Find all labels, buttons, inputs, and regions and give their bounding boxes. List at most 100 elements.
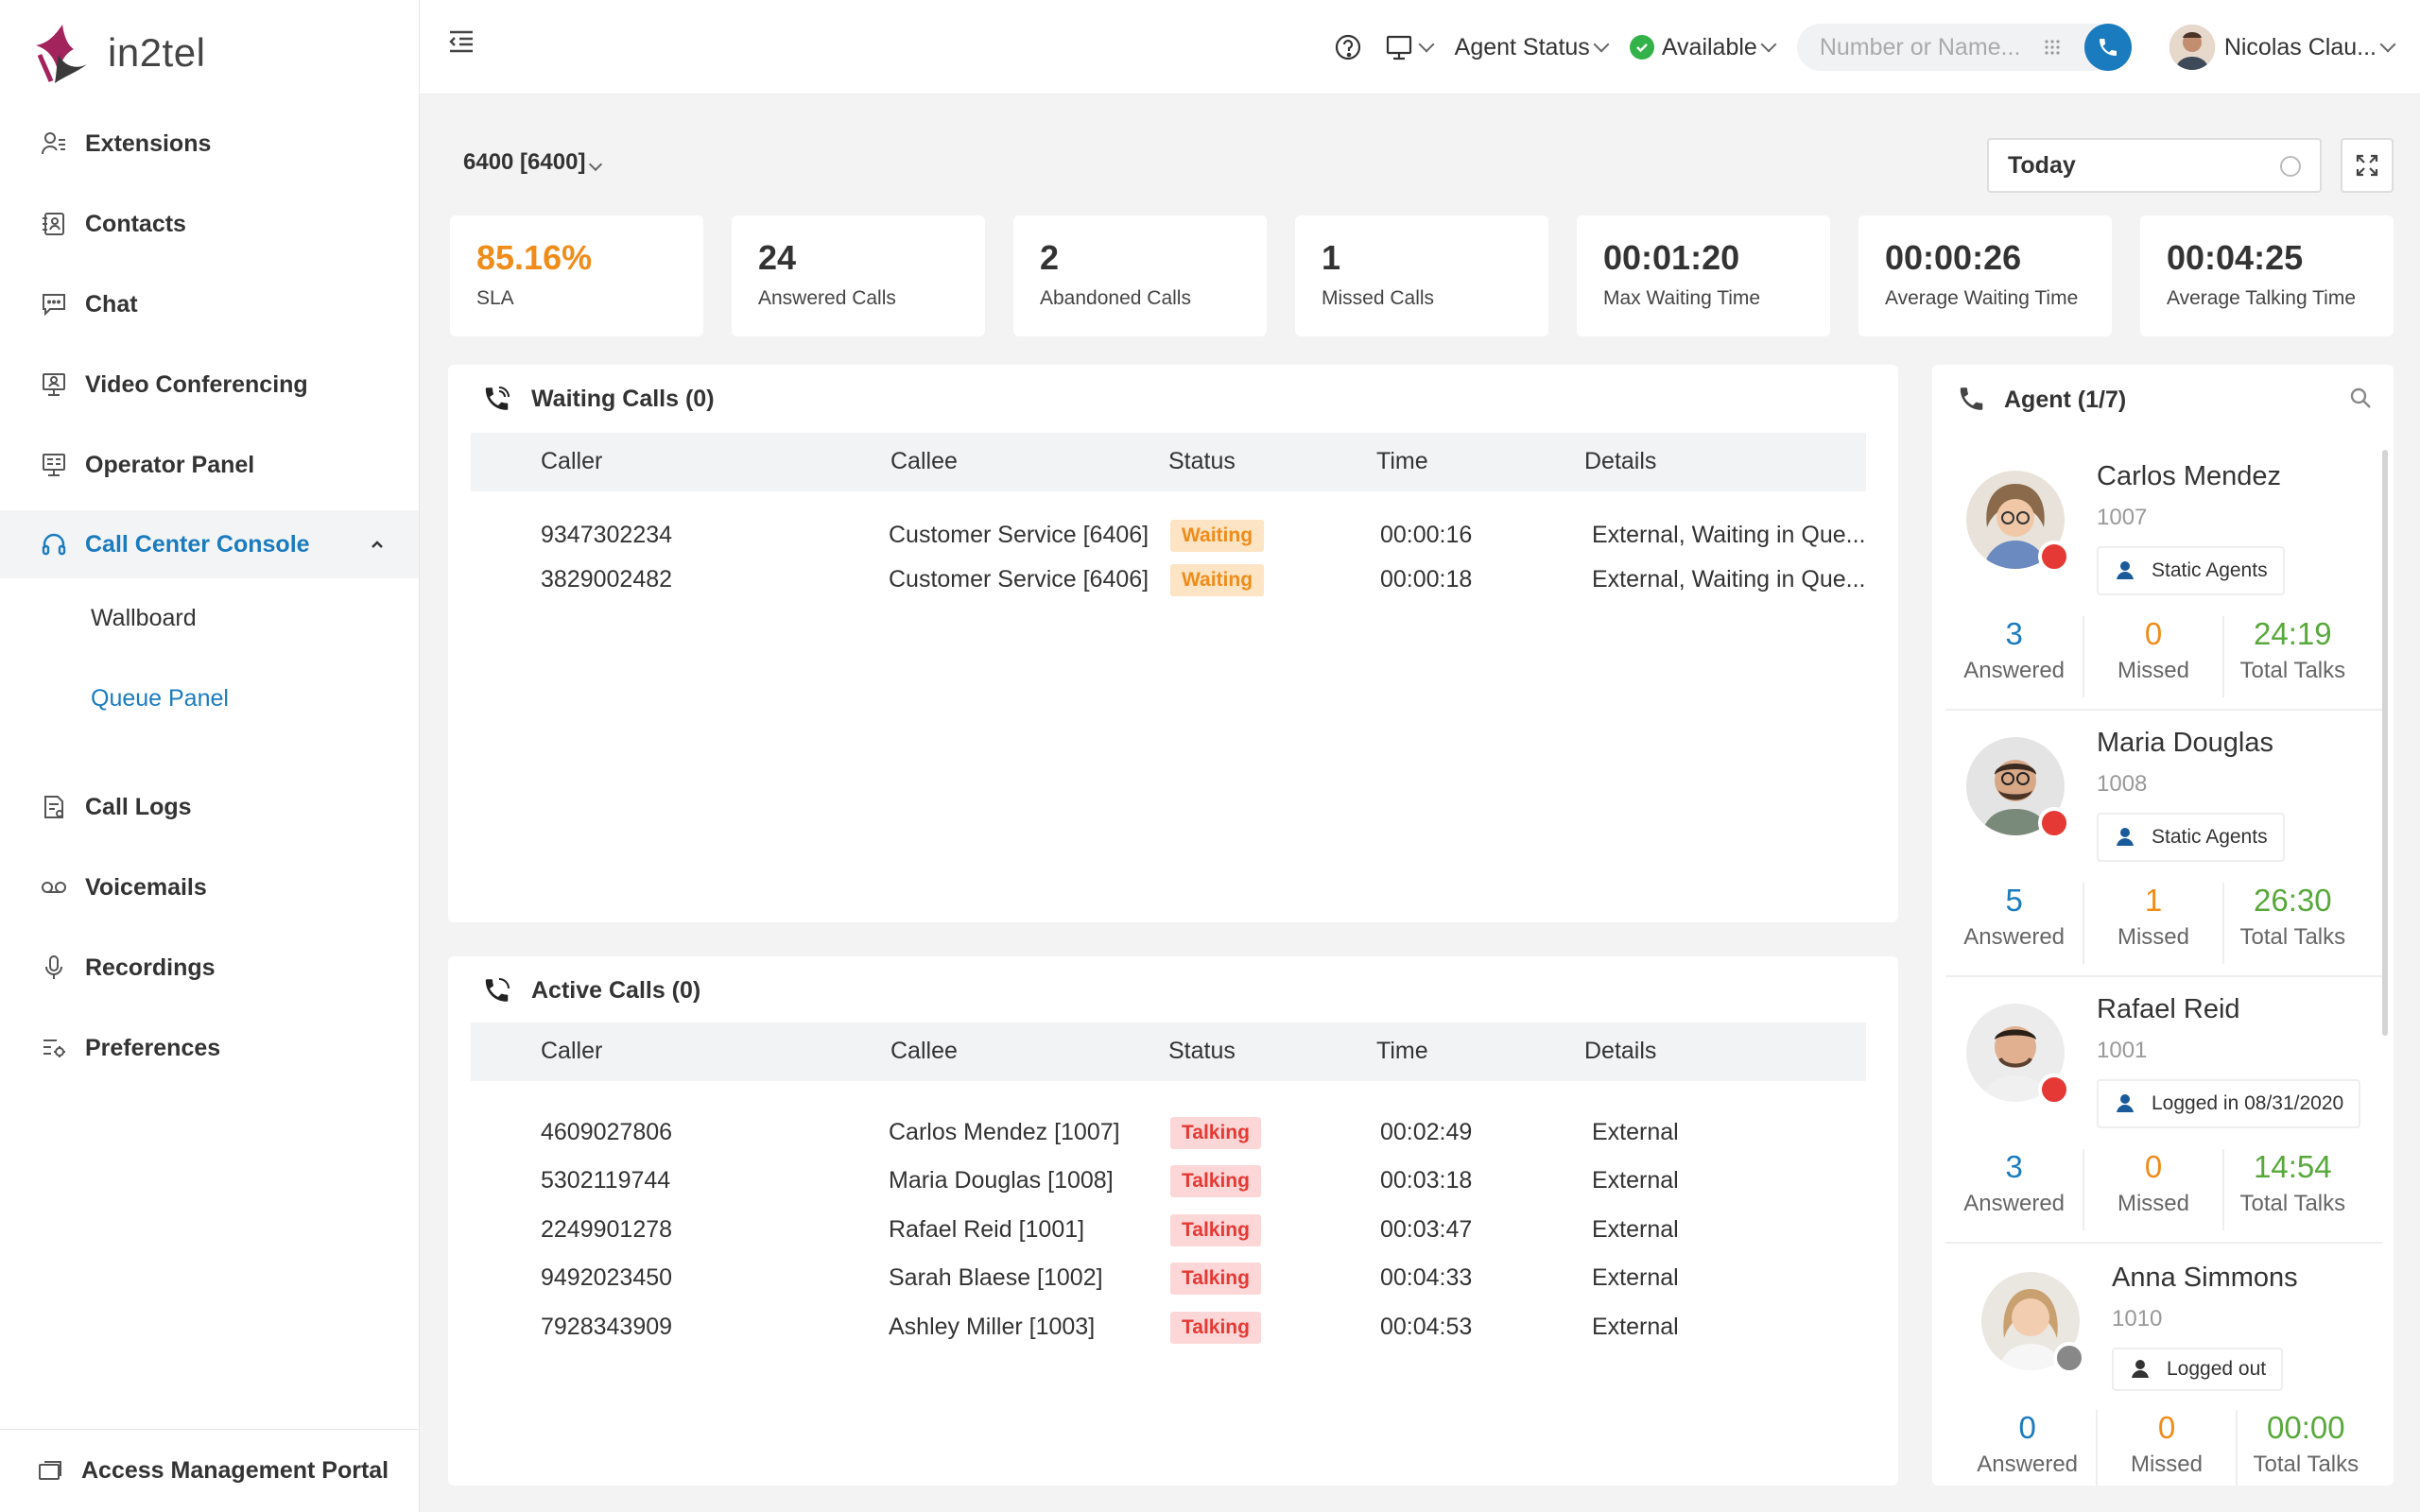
agent-tag: Logged out	[2112, 1348, 2284, 1391]
column-header-callee[interactable]: Callee	[890, 1038, 958, 1064]
user-avatar[interactable]	[2169, 25, 2215, 70]
access-management-portal-link[interactable]: Access Management Portal	[0, 1429, 419, 1512]
agent-card[interactable]: Rafael Reid 1001 Logged in 08/31/2020 3 A…	[1945, 977, 2382, 1244]
missed-label: Missed	[2117, 1191, 2189, 1216]
top-bar: Agent Status Available Nicolas Clau...	[420, 0, 2420, 94]
sidebar-item-chat[interactable]: Chat	[0, 270, 419, 338]
sidebar-subitem-wallboard[interactable]: Wallboard	[91, 605, 197, 631]
menu-collapse-icon[interactable]	[446, 26, 478, 59]
total-talks-label: Total Talks	[2253, 1452, 2360, 1477]
sidebar-item-recordings[interactable]: Recordings	[0, 934, 419, 1002]
column-header-caller[interactable]: Caller	[541, 1038, 603, 1064]
details-cell: External	[1592, 1216, 1679, 1243]
sidebar-item-call-logs[interactable]: Call Logs	[0, 773, 419, 841]
user-name[interactable]: Nicolas Clau...	[2223, 33, 2377, 60]
missed-label: Missed	[2130, 1452, 2203, 1477]
chat-icon	[40, 290, 68, 318]
callee-cell: Customer Service [6406]	[889, 522, 1150, 548]
sidebar-item-operator-panel[interactable]: Operator Panel	[0, 431, 419, 499]
help-icon[interactable]	[1332, 31, 1364, 63]
agent-busy-status-icon	[2038, 1074, 2070, 1106]
phone-active-icon	[482, 975, 512, 1005]
column-header-details[interactable]: Details	[1584, 1038, 1657, 1064]
chevron-down-icon[interactable]	[1418, 36, 1435, 53]
table-row[interactable]: 9347302234 Customer Service [6406] Waiti…	[448, 520, 1898, 559]
table-row[interactable]: 7928343909 Ashley Miller [1003] Talking …	[448, 1312, 1898, 1351]
stat-card-max-waiting: 00:01:20 Max Waiting Time	[1577, 215, 1830, 336]
table-row[interactable]: 3829002482 Customer Service [6406] Waiti…	[448, 564, 1898, 604]
callee-cell: Carlos Mendez [1007]	[889, 1119, 1120, 1145]
agent-tag: Static Agents	[2097, 813, 2285, 862]
agent-card[interactable]: Carlos Mendez 1007 Static Agents 3 Answer…	[1945, 444, 2382, 711]
chevron-down-icon[interactable]	[1593, 36, 1610, 53]
sidebar-item-label: Operator Panel	[85, 451, 255, 478]
missed-count: 1	[2144, 883, 2163, 918]
missed-count: 0	[2157, 1410, 2176, 1445]
sidebar-item-label: Chat	[85, 290, 138, 318]
column-header-status[interactable]: Status	[1168, 1038, 1236, 1064]
sidebar-item-contacts[interactable]: Contacts	[0, 190, 419, 258]
column-header-callee[interactable]: Callee	[890, 448, 958, 474]
dialpad-icon[interactable]	[2043, 38, 2062, 57]
answered-label: Answered	[1977, 1452, 2079, 1477]
caller-cell: 4609027806	[541, 1119, 673, 1145]
sidebar-item-preferences[interactable]: Preferences	[0, 1014, 419, 1082]
column-header-caller[interactable]: Caller	[541, 448, 603, 474]
chevron-up-icon[interactable]	[368, 533, 387, 560]
column-header-time[interactable]: Time	[1376, 448, 1428, 474]
call-button[interactable]	[2083, 24, 2132, 71]
table-row[interactable]: 5302119744 Maria Douglas [1008] Talking …	[448, 1165, 1898, 1205]
column-header-status[interactable]: Status	[1168, 448, 1236, 474]
stat-value: 1	[1322, 238, 1341, 277]
waiting-calls-title-label: Waiting Calls (0)	[531, 385, 715, 412]
answered-label: Answered	[1963, 658, 2066, 683]
total-talks-label: Total Talks	[2239, 1191, 2346, 1216]
details-cell: External	[1592, 1264, 1679, 1291]
agent-card[interactable]: Anna Simmons 1010 Logged out 0 Answered 0…	[1945, 1246, 2382, 1486]
agent-tag-label: Static Agents	[2152, 559, 2268, 581]
chevron-down-icon[interactable]	[2379, 36, 2396, 53]
date-range-picker[interactable]: Today	[1987, 138, 2322, 193]
stat-label: SLA	[476, 287, 514, 309]
fullscreen-button[interactable]	[2341, 138, 2394, 193]
stat-card-answered: 24 Answered Calls	[732, 215, 985, 336]
column-header-details[interactable]: Details	[1584, 448, 1657, 474]
agent-tag-label: Logged in 08/31/2020	[2152, 1092, 2344, 1114]
sidebar-item-video-conferencing[interactable]: Video Conferencing	[0, 351, 419, 419]
table-row[interactable]: 9492023450 Sarah Blaese [1002] Talking 0…	[448, 1263, 1898, 1302]
agent-stat-talks: 14:54 Total Talks	[2224, 1149, 2361, 1230]
monitor-icon[interactable]	[1383, 31, 1415, 63]
agent-list-scrollbar[interactable]	[2382, 450, 2388, 1036]
table-row[interactable]: 2249901278 Rafael Reid [1001] Talking 00…	[448, 1214, 1898, 1254]
time-cell: 00:04:53	[1380, 1314, 1473, 1340]
chevron-down-icon[interactable]	[1760, 36, 1777, 53]
sidebar-item-label: Video Conferencing	[85, 370, 308, 398]
answered-count: 0	[2018, 1410, 2036, 1445]
sidebar-item-label: Preferences	[85, 1034, 221, 1061]
stat-value: 00:04:25	[2167, 238, 2304, 277]
status-badge: Waiting	[1170, 520, 1265, 552]
in2tel-logo-icon	[26, 17, 98, 89]
phone-ringing-icon	[482, 384, 512, 414]
microphone-icon	[40, 954, 68, 982]
availability-dropdown[interactable]: Available	[1661, 33, 1757, 60]
agent-card[interactable]: Maria Douglas 1008 Static Agents 5 Answer…	[1945, 711, 2382, 977]
agent-status-dropdown[interactable]: Agent Status	[1454, 33, 1590, 60]
details-cell: External	[1592, 1314, 1679, 1340]
queue-selector[interactable]: 6400 [6400]	[463, 149, 603, 176]
sidebar-item-voicemails[interactable]: Voicemails	[0, 853, 419, 921]
agent-logged-out-status-icon	[2053, 1342, 2085, 1374]
agent-name: Maria Douglas	[2097, 728, 2273, 758]
sidebar-item-extensions[interactable]: Extensions	[0, 110, 419, 178]
search-icon[interactable]	[2348, 386, 2373, 410]
dial-search-input[interactable]	[1819, 33, 2047, 61]
queue-selector-label: 6400 [6400]	[463, 149, 586, 175]
waiting-calls-title: Waiting Calls (0)	[482, 384, 715, 414]
table-row[interactable]: 4609027806 Carlos Mendez [1007] Talking …	[448, 1117, 1898, 1157]
brand-logo[interactable]: in2tel	[26, 17, 205, 89]
sidebar-subitem-queue-panel[interactable]: Queue Panel	[91, 685, 229, 712]
sidebar-item-label: Extensions	[85, 129, 212, 157]
column-header-time[interactable]: Time	[1376, 1038, 1428, 1064]
voicemail-icon	[40, 873, 68, 902]
sidebar-item-call-center-console[interactable]: Call Center Console	[0, 510, 419, 578]
